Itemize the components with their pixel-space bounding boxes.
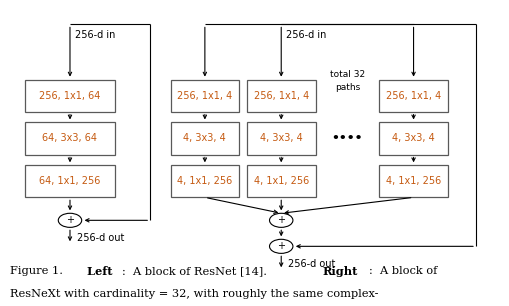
Circle shape: [59, 213, 81, 227]
Text: paths: paths: [335, 83, 360, 92]
Text: 4, 1x1, 256: 4, 1x1, 256: [253, 176, 309, 186]
Text: ••••: ••••: [332, 132, 363, 145]
Text: 256-d in: 256-d in: [286, 30, 327, 40]
Text: 256, 1x1, 4: 256, 1x1, 4: [177, 91, 233, 101]
Text: Right: Right: [323, 266, 358, 277]
Text: 256, 1x1, 4: 256, 1x1, 4: [386, 91, 441, 101]
FancyBboxPatch shape: [247, 80, 316, 112]
FancyBboxPatch shape: [171, 122, 239, 155]
Text: 4, 1x1, 256: 4, 1x1, 256: [386, 176, 441, 186]
FancyBboxPatch shape: [379, 80, 448, 112]
Circle shape: [269, 239, 293, 253]
Text: 256-d in: 256-d in: [75, 30, 116, 40]
Text: ResNeXt with cardinality = 32, with roughly the same complex-: ResNeXt with cardinality = 32, with roug…: [10, 289, 379, 299]
Text: +: +: [66, 215, 74, 225]
Text: Left: Left: [78, 266, 112, 277]
Text: 4, 3x3, 4: 4, 3x3, 4: [392, 133, 435, 144]
Text: +: +: [277, 241, 285, 251]
Text: :  A block of: : A block of: [369, 266, 437, 276]
FancyBboxPatch shape: [247, 165, 316, 197]
Text: total 32: total 32: [330, 70, 365, 80]
Text: 4, 1x1, 256: 4, 1x1, 256: [177, 176, 233, 186]
FancyBboxPatch shape: [379, 165, 448, 197]
Text: 64, 3x3, 64: 64, 3x3, 64: [42, 133, 98, 144]
Text: 256, 1x1, 4: 256, 1x1, 4: [253, 91, 309, 101]
Text: 4, 3x3, 4: 4, 3x3, 4: [184, 133, 226, 144]
FancyBboxPatch shape: [25, 80, 115, 112]
Text: +: +: [277, 215, 285, 225]
Text: 256-d out: 256-d out: [77, 233, 124, 243]
Text: Figure 1.: Figure 1.: [10, 266, 63, 276]
FancyBboxPatch shape: [171, 80, 239, 112]
Text: 256, 1x1, 64: 256, 1x1, 64: [39, 91, 101, 101]
FancyBboxPatch shape: [379, 122, 448, 155]
Text: :  A block of ResNet [14].: : A block of ResNet [14].: [122, 266, 278, 276]
FancyBboxPatch shape: [247, 122, 316, 155]
Text: 4, 3x3, 4: 4, 3x3, 4: [260, 133, 302, 144]
Circle shape: [269, 213, 293, 227]
FancyBboxPatch shape: [171, 165, 239, 197]
FancyBboxPatch shape: [25, 122, 115, 155]
Text: 64, 1x1, 256: 64, 1x1, 256: [39, 176, 101, 186]
Text: 256-d out: 256-d out: [288, 259, 335, 269]
FancyBboxPatch shape: [25, 165, 115, 197]
